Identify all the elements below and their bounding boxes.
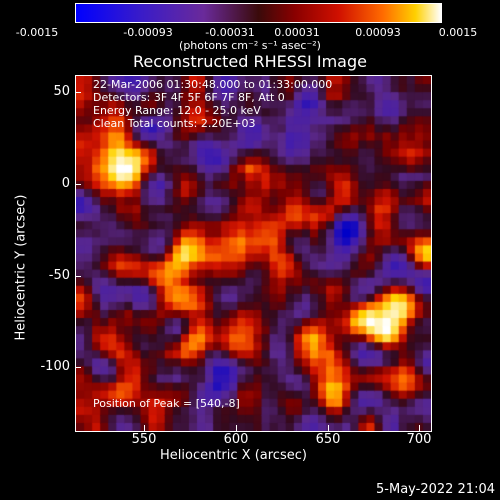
plot-title: Reconstructed RHESSI Image: [133, 52, 367, 71]
colorbar-tick-label: -0.0015: [15, 26, 59, 39]
y-tick-label: 0: [61, 176, 70, 191]
y-tick-mark: [75, 184, 81, 185]
date-stamp: 5-May-2022 21:04: [376, 482, 495, 497]
info-energy-range: Energy Range: 12.0 - 25.0 keV: [93, 104, 261, 117]
y-axis-label: Heliocentric Y (arcsec): [13, 194, 29, 341]
image-plot-area: [75, 75, 432, 432]
colorbar-tick-label: -0.00093: [123, 26, 173, 39]
x-tick-mark: [144, 425, 145, 431]
y-tick-label: -100: [40, 359, 70, 374]
info-clean-counts: Clean Total counts: 2.20E+03: [93, 117, 256, 130]
colorbar-unit-label: (photons cm⁻² s⁻¹ asec⁻²): [179, 39, 321, 52]
y-tick-label: 50: [53, 84, 70, 99]
x-tick-label: 550: [131, 432, 157, 447]
y-tick-mark: [75, 367, 81, 368]
colorbar-tick-label: 0.0015: [438, 26, 478, 39]
colorbar-tick-label: 0.00093: [355, 26, 401, 39]
x-tick-mark: [419, 425, 420, 431]
y-tick-mark: [75, 276, 81, 277]
colorbar-tick-label: 0.00031: [274, 26, 320, 39]
x-tick-mark: [328, 425, 329, 431]
x-tick-mark: [236, 425, 237, 431]
x-axis-label: Heliocentric X (arcsec): [160, 448, 307, 463]
colorbar-tick-label: -0.00031: [205, 26, 255, 39]
info-time-range: 22-Mar-2006 01:30:48.000 to 01:33:00.000: [93, 78, 333, 91]
x-tick-label: 600: [223, 432, 249, 447]
colorbar: [75, 3, 442, 23]
y-tick-mark: [75, 92, 81, 93]
x-tick-label: 700: [406, 432, 432, 447]
y-tick-label: -50: [48, 268, 70, 283]
heatmap-image: [76, 76, 431, 431]
info-peak-position: Position of Peak = [540,-8]: [93, 397, 240, 410]
info-detectors: Detectors: 3F 4F 5F 6F 7F 8F, Att 0: [93, 91, 285, 104]
x-tick-label: 650: [315, 432, 341, 447]
